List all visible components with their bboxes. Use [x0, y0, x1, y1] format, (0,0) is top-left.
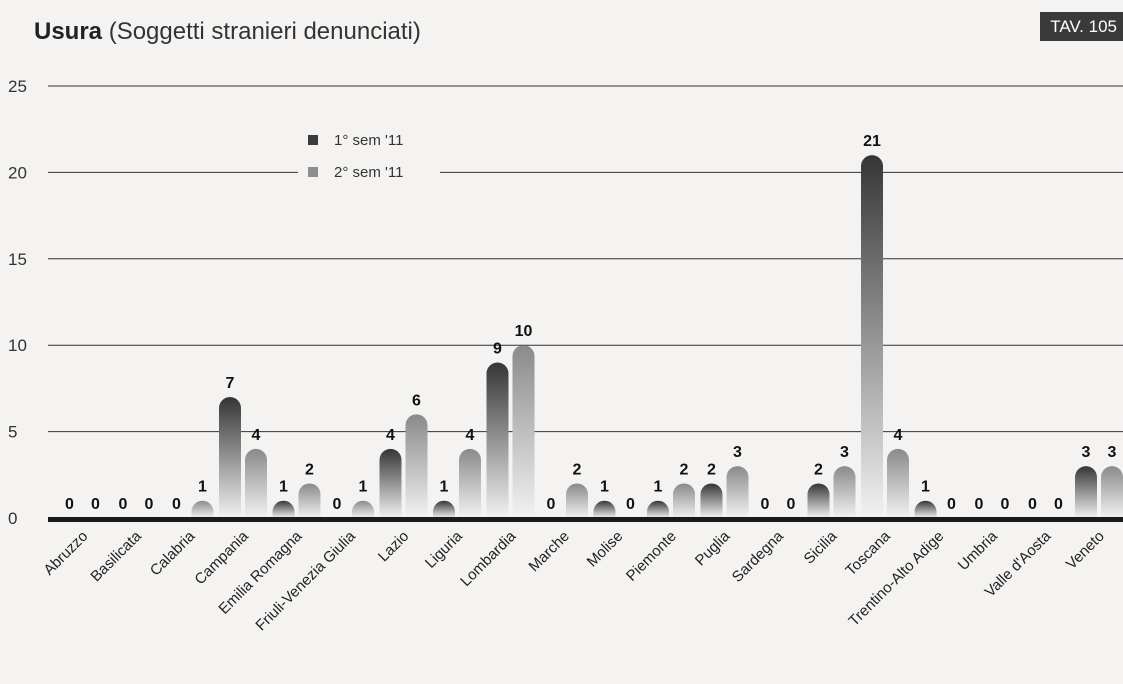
data-label: 2: [305, 461, 314, 478]
x-tick-label: Marche: [525, 528, 572, 575]
data-label: 0: [91, 496, 100, 513]
bar-sem1: [433, 500, 455, 518]
data-label: 0: [333, 496, 342, 513]
x-tick-label: Lombardia: [457, 527, 520, 590]
bar-sem2: [459, 448, 481, 518]
x-tick-label: Molise: [584, 528, 627, 571]
bar-sem2: [1101, 466, 1123, 518]
bar-sem2: [726, 466, 749, 518]
y-tick-label: 0: [8, 509, 17, 528]
data-label: 9: [493, 340, 502, 357]
data-label: 3: [1082, 444, 1091, 461]
bar-sem1: [861, 155, 883, 518]
bar-sem2: [405, 414, 428, 518]
data-label: 7: [226, 375, 235, 392]
x-tick-label: Lazio: [375, 528, 412, 565]
x-tick-label: Toscana: [842, 527, 894, 579]
data-label: 0: [1054, 496, 1063, 513]
data-label: 10: [515, 323, 533, 340]
legend-entry: 2° sem '11: [334, 164, 403, 181]
data-label: 4: [466, 427, 475, 444]
y-tick-label: 10: [8, 336, 27, 355]
data-label: 3: [1108, 444, 1117, 461]
bar-sem1: [700, 483, 723, 518]
bar-sem1: [807, 483, 830, 518]
bar-sem2: [298, 483, 321, 518]
x-tick-label: Puglia: [692, 527, 734, 569]
data-label: 1: [279, 479, 288, 496]
data-label: 0: [1028, 496, 1037, 513]
x-tick-label: Umbria: [955, 527, 1002, 574]
y-tick-label: 5: [8, 423, 17, 442]
bar-sem2: [512, 345, 535, 518]
data-label: 4: [252, 427, 261, 444]
data-label: 0: [65, 496, 74, 513]
data-label: 1: [359, 479, 368, 496]
data-label: 3: [733, 444, 742, 461]
legend-entry: 1° sem '11: [334, 132, 403, 149]
data-label: 0: [975, 496, 984, 513]
data-label: 0: [172, 496, 181, 513]
legend-background: [298, 124, 440, 190]
data-label: 0: [947, 496, 956, 513]
chart-title-subtitle: (Soggetti stranieri denunciati): [108, 18, 421, 45]
data-label: 1: [198, 479, 207, 496]
bar-sem2: [352, 500, 374, 518]
data-label: 0: [787, 496, 796, 513]
bar-sem2: [833, 466, 856, 518]
x-tick-label: Trentino-Alto Adige: [845, 528, 947, 630]
y-tick-label: 20: [8, 163, 27, 182]
bar-sem2: [566, 483, 588, 518]
bar-sem1: [379, 448, 402, 518]
x-tick-label: Liguria: [422, 527, 466, 571]
data-label: 2: [680, 461, 689, 478]
data-label: 1: [654, 479, 663, 496]
bar-sem2: [673, 483, 695, 518]
data-label: 1: [921, 479, 930, 496]
bar-sem2: [887, 448, 909, 518]
bar-sem1: [647, 500, 669, 518]
data-label: 6: [412, 392, 421, 409]
data-label: 1: [440, 479, 449, 496]
table-number-badge: TAV. 105: [1040, 12, 1123, 41]
data-label: 0: [1001, 496, 1010, 513]
data-label: 2: [707, 461, 716, 478]
x-tick-label: Friuli-Venezia Giulia: [252, 527, 359, 634]
bar-sem2: [191, 500, 214, 518]
data-label: 1: [600, 479, 609, 496]
data-label: 4: [386, 427, 395, 444]
bar-sem1: [219, 397, 241, 518]
legend-swatch: [308, 135, 318, 145]
y-tick-label: 25: [8, 77, 27, 96]
x-tick-label: Sicilia: [801, 527, 841, 567]
bar-sem1: [914, 500, 937, 518]
x-tick-label: Abruzzo: [40, 528, 91, 579]
data-label: 4: [894, 427, 903, 444]
data-label: 3: [840, 444, 849, 461]
y-tick-label: 15: [8, 250, 27, 269]
data-label: 0: [626, 496, 635, 513]
data-label: 21: [863, 133, 881, 150]
data-label: 2: [573, 461, 582, 478]
data-label: 0: [547, 496, 556, 513]
legend-swatch: [308, 167, 318, 177]
x-tick-label: Veneto: [1063, 528, 1108, 573]
x-axis-line: [48, 517, 1123, 522]
chart-title-bold: Usura: [34, 18, 103, 45]
bar-sem1: [593, 500, 616, 518]
x-tick-label: Piemonte: [623, 528, 680, 585]
data-label: 0: [761, 496, 770, 513]
x-tick-label: Calabria: [147, 527, 199, 579]
bar-sem1: [486, 362, 509, 518]
bar-sem1: [1075, 466, 1097, 518]
x-tick-label: Basilicata: [87, 527, 145, 585]
data-label: 0: [145, 496, 154, 513]
bar-sem1: [272, 500, 295, 518]
bar-sem2: [245, 448, 267, 518]
data-label: 2: [814, 461, 823, 478]
data-label: 0: [119, 496, 128, 513]
chart-title: Usura (Soggetti stranieri denunciati): [34, 18, 421, 46]
x-tick-label: Sardegna: [729, 527, 787, 585]
